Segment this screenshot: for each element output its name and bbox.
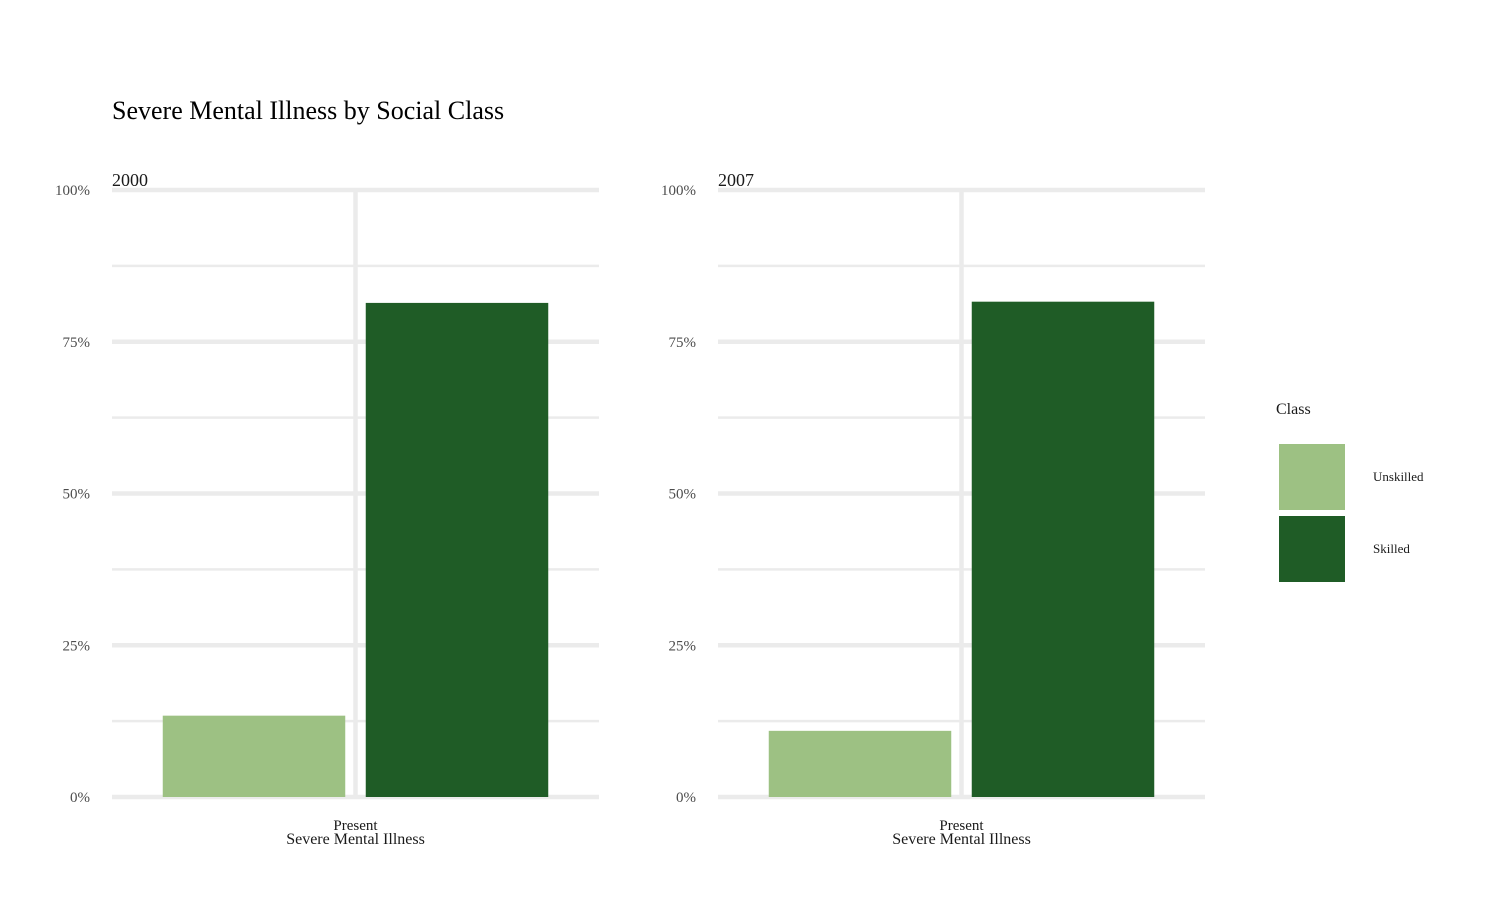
legend-key-unskilled [1279, 444, 1345, 510]
bar-skilled-2000 [365, 302, 549, 797]
legend-label-skilled: Skilled [1373, 541, 1410, 556]
y-tick-label: 25% [669, 638, 697, 654]
panel-2000-bars [162, 302, 549, 797]
bar-skilled-2007 [971, 301, 1155, 797]
legend-title: Class [1276, 401, 1311, 418]
chart-title: Severe Mental Illness by Social Class [112, 96, 504, 125]
y-tick-label: 50% [63, 487, 91, 503]
panel-2000-y-ticks: 0% 25% 50% 75% 100% [55, 183, 90, 806]
y-tick-label: 0% [676, 790, 696, 806]
y-tick-label: 25% [63, 638, 91, 654]
bar-unskilled-2007 [768, 730, 952, 797]
legend: Class Unskilled Skilled [1276, 401, 1424, 582]
panel-2007-x-axis-label: Severe Mental Illness [892, 831, 1031, 848]
y-tick-label: 50% [669, 487, 697, 503]
y-tick-label: 100% [661, 183, 696, 199]
panel-2007-y-ticks: 0% 25% 50% 75% 100% [661, 183, 696, 806]
panel-2000-x-axis-label: Severe Mental Illness [286, 831, 425, 848]
panel-label-2007: 2007 [718, 170, 754, 190]
panel-2000-x-tick: Present [333, 818, 378, 834]
y-tick-label: 0% [70, 790, 90, 806]
legend-key-skilled [1279, 516, 1345, 582]
panel-2007: 2007 0% 25% 50% 75% 100% Present Severe Ment… [661, 170, 1205, 848]
y-tick-label: 75% [63, 335, 91, 351]
y-tick-label: 75% [669, 335, 697, 351]
panel-2000: 2000 0% 25% 50% 75% 100% Present Severe Ment… [55, 170, 599, 848]
bar-unskilled-2000 [162, 715, 346, 797]
panel-2007-bars [768, 301, 1155, 797]
legend-label-unskilled: Unskilled [1373, 469, 1424, 484]
panel-2007-x-tick: Present [939, 818, 984, 834]
panel-label-2000: 2000 [112, 170, 148, 190]
y-tick-label: 100% [55, 183, 90, 199]
